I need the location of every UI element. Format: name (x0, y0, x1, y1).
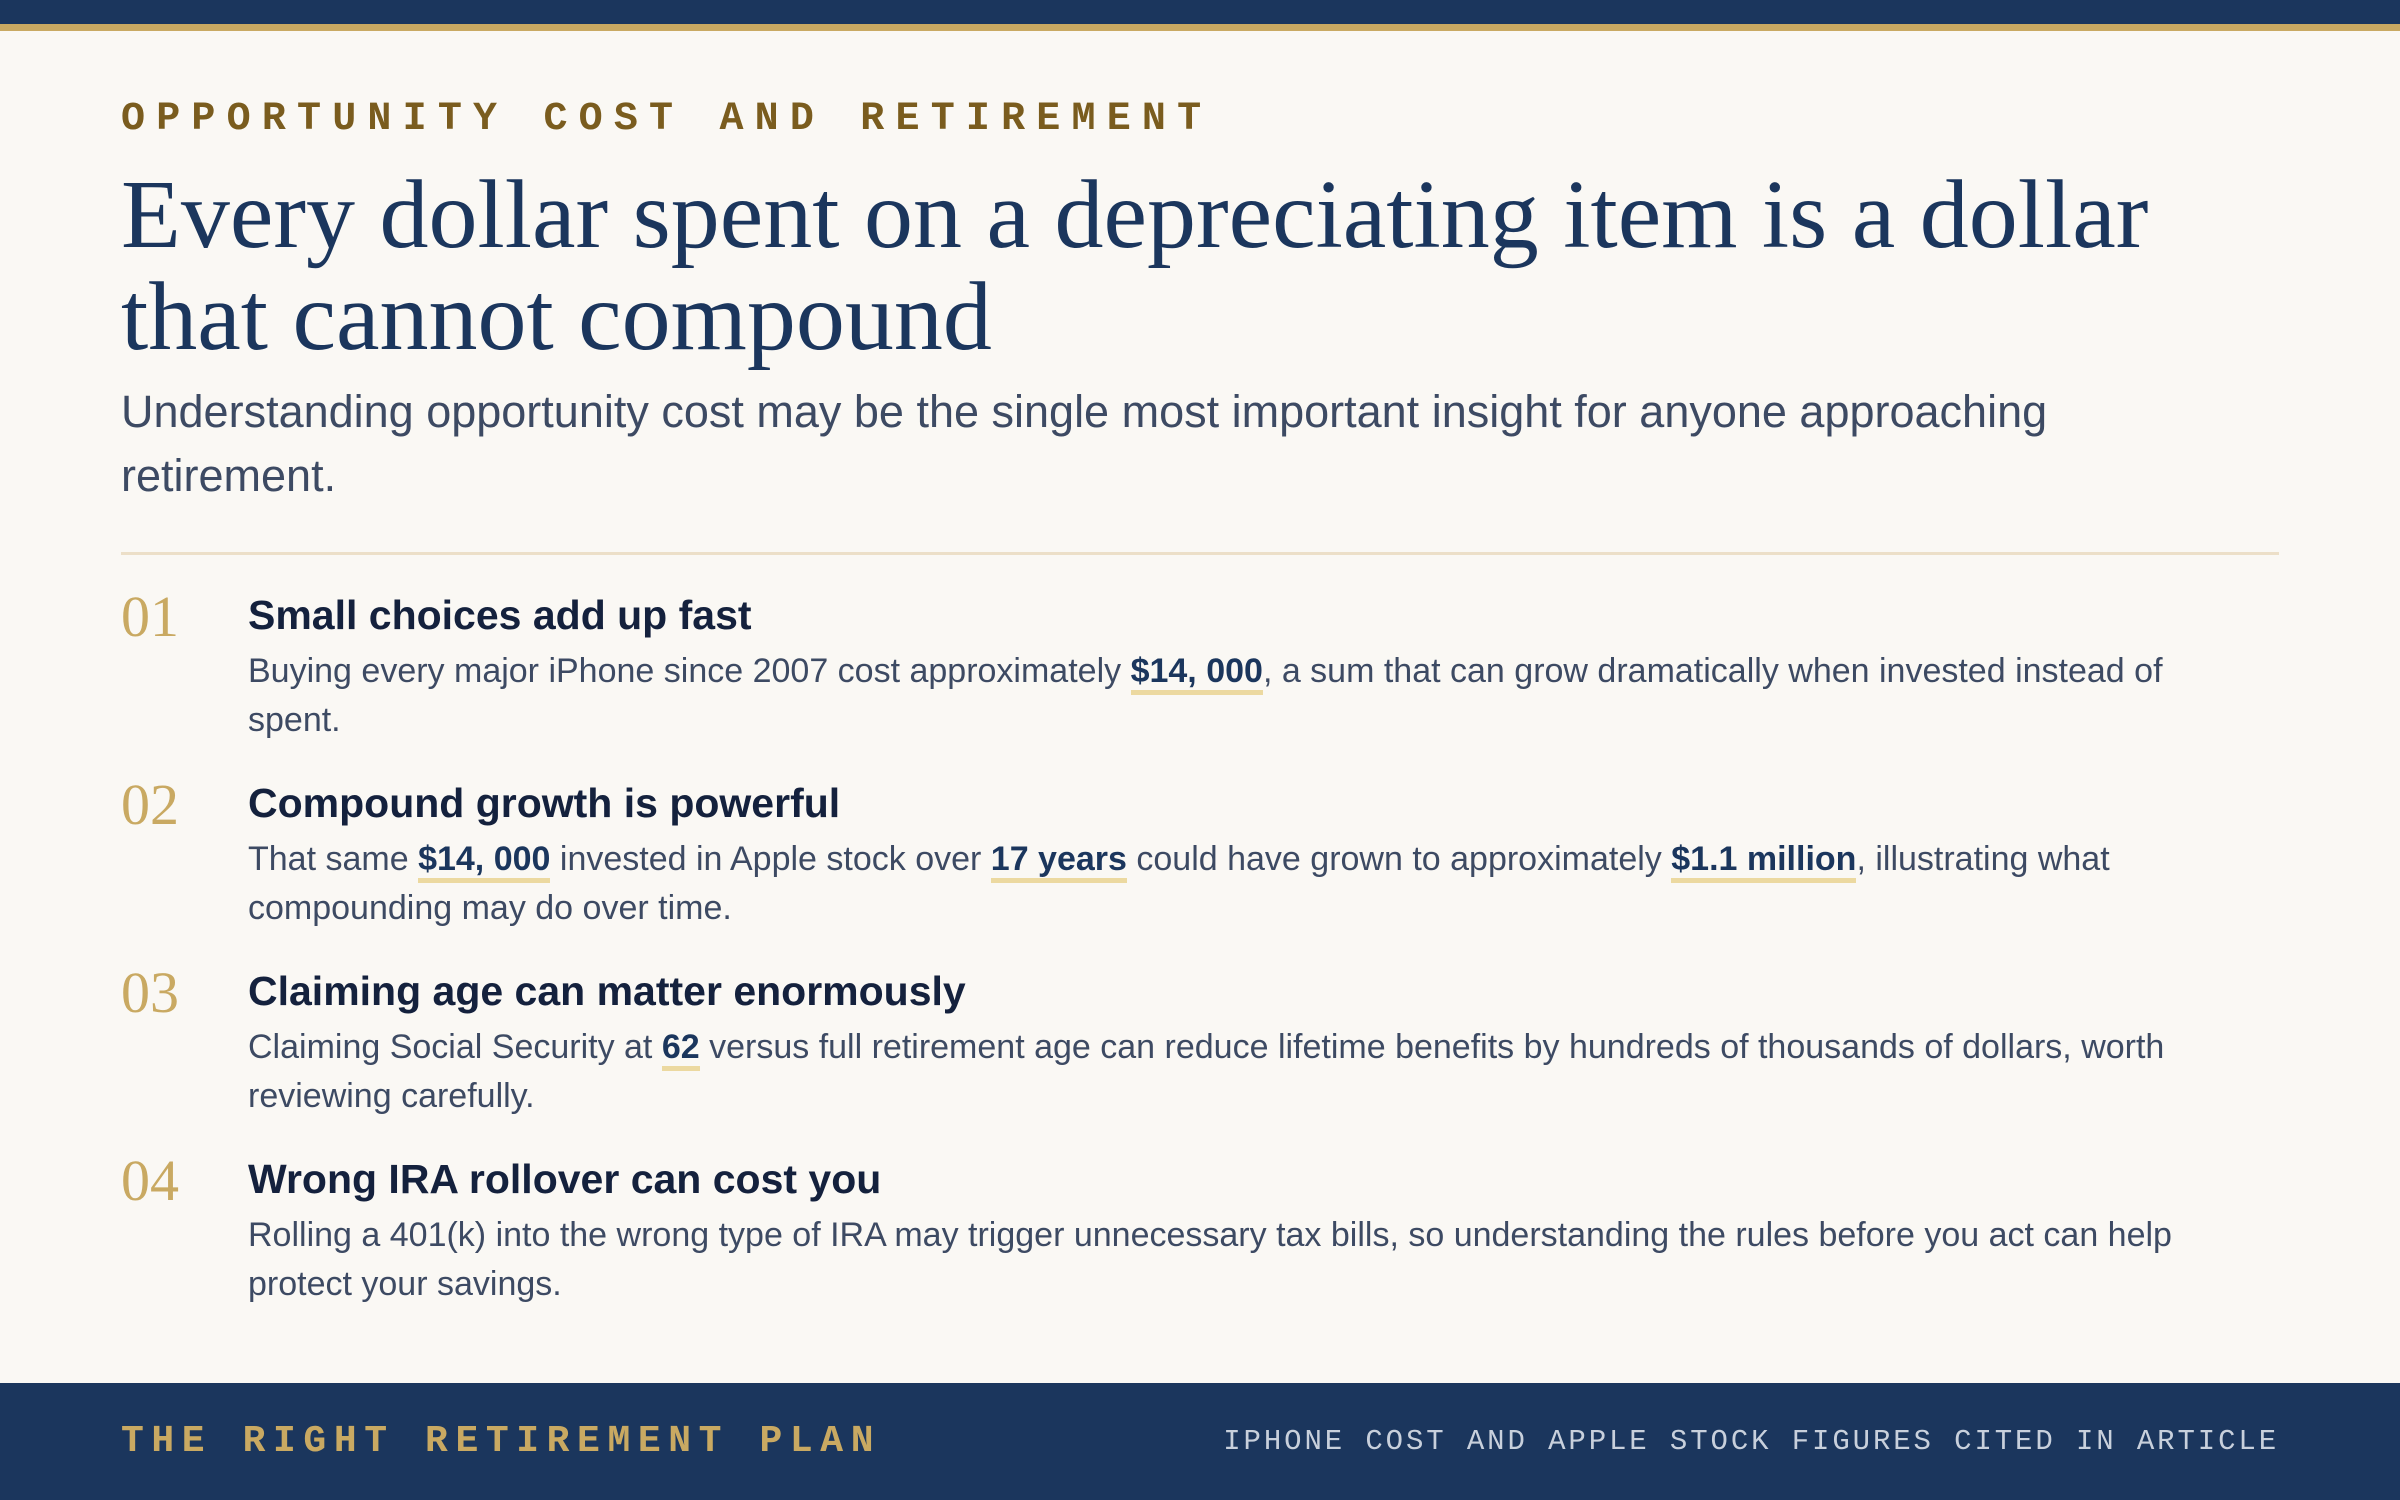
item-number: 04 (121, 1148, 179, 1213)
highlight: 62 (661, 1028, 700, 1071)
item: 01 Small choices add up fast Buying every … (121, 585, 2279, 773)
item-number: 02 (121, 772, 179, 837)
body-text: , a sum that can grow dramatically when … (248, 652, 2163, 739)
body-text: could have grown to approximately (1126, 840, 1672, 878)
content: OPPORTUNITY COST AND RETIREMENT Every do… (121, 92, 2279, 1337)
highlight: $1.1 million (1671, 840, 1857, 883)
item-text: Compound growth is powerful That same $14… (248, 773, 2279, 961)
item-text: Wrong IRA rollover can cost you Rolling a… (248, 1149, 2279, 1337)
item-body: Rolling a 401(k) into the wrong type of … (248, 1211, 2258, 1309)
item-heading: Small choices add up fast (248, 592, 752, 638)
body-text: Rolling a 401(k) into the wrong type of … (248, 1216, 2172, 1303)
subtitle: Understanding opportunity cost may be th… (121, 386, 2048, 501)
footer-brand: THE RIGHT RETIREMENT PLAN (121, 1420, 882, 1463)
body-text: Claiming Social Security at (248, 1028, 662, 1066)
item: 02 Compound growth is powerful That same $… (121, 773, 2279, 961)
title: Every dollar spent on a depreciating ite… (121, 161, 2149, 371)
item: 04 Wrong IRA rollover can cost you Rolling… (121, 1149, 2279, 1337)
footer-note: IPHONE COST AND APPLE STOCK FIGURES CITE… (1223, 1425, 2279, 1458)
top-bar (0, 0, 2400, 31)
item-number: 01 (121, 584, 179, 649)
item-text: Claiming age can matter enormously Claimi… (248, 961, 2279, 1149)
highlight: $14, 000 (1130, 652, 1263, 695)
body-text: versus full retirement age can reduce li… (248, 1028, 2165, 1115)
item-body: Buying every major iPhone since 2007 cos… (248, 647, 2258, 745)
body-text: invested in Apple stock over (550, 840, 991, 878)
item: 03 Claiming age can matter enormously Clai… (121, 961, 2279, 1149)
body-text: Buying every major iPhone since 2007 cos… (248, 652, 1131, 690)
item-list: 01 Small choices add up fast Buying every … (121, 585, 2279, 1337)
item-body: Claiming Social Security at 62 versus fu… (248, 1023, 2258, 1121)
eyebrow: OPPORTUNITY COST AND RETIREMENT (121, 97, 1213, 142)
item-heading: Compound growth is powerful (248, 780, 841, 826)
highlight: $14, 000 (418, 840, 551, 883)
body-text: That same (248, 840, 419, 878)
item-heading: Wrong IRA rollover can cost you (248, 1156, 882, 1202)
item-text: Small choices add up fast Buying every ma… (248, 585, 2279, 773)
body-text: , illustrating what compounding may do o… (248, 840, 2110, 927)
highlight: 17 years (990, 840, 1127, 883)
footer: THE RIGHT RETIREMENT PLAN IPHONE COST AN… (0, 1383, 2400, 1500)
item-body: That same $14, 000 invested in Apple sto… (248, 835, 2258, 933)
item-heading: Claiming age can matter enormously (248, 968, 966, 1014)
item-number: 03 (121, 960, 179, 1025)
divider (121, 552, 2279, 555)
